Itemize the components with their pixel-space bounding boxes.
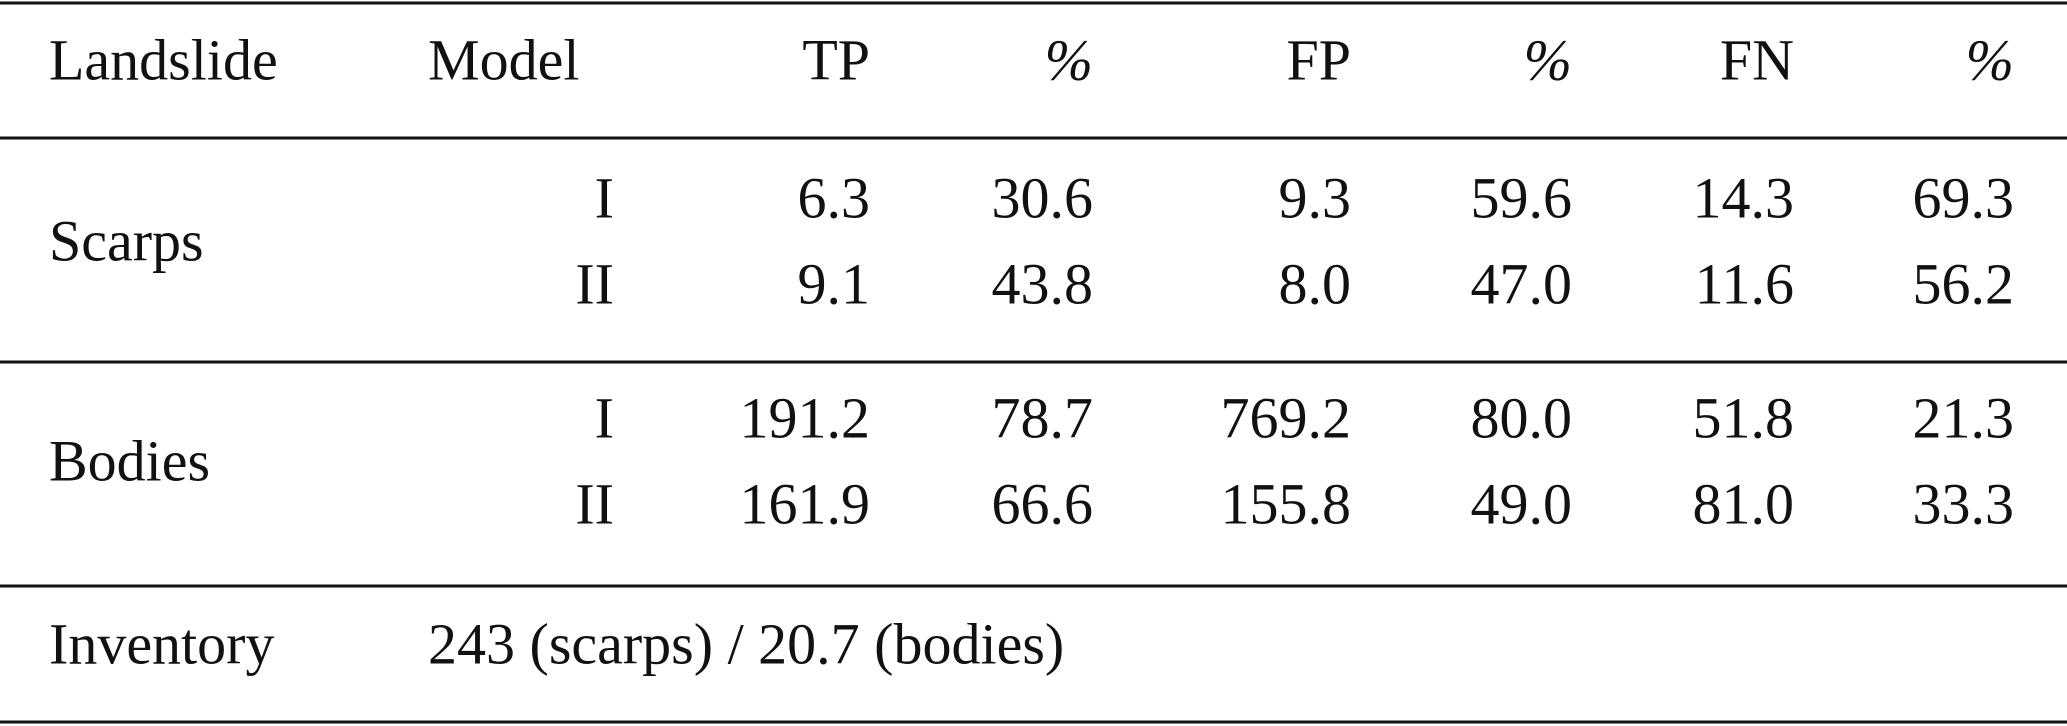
cell: 161.9	[740, 471, 871, 536]
cell: 33.3	[1913, 471, 2015, 536]
cell: II	[575, 251, 614, 316]
cell: 30.6	[992, 165, 1094, 230]
cell: 66.6	[992, 471, 1094, 536]
cell: 14.3	[1693, 165, 1795, 230]
cell: 49.0	[1471, 471, 1573, 536]
cell: 78.7	[992, 385, 1094, 450]
cell: 769.2	[1221, 385, 1352, 450]
cell: 56.2	[1913, 251, 2015, 316]
cell: 155.8	[1221, 471, 1352, 536]
cell: 8.0	[1279, 251, 1352, 316]
cell: 51.8	[1693, 385, 1795, 450]
cell: I	[595, 385, 614, 450]
footer-label: Inventory	[49, 611, 275, 676]
cell: 80.0	[1471, 385, 1573, 450]
cell: 11.6	[1695, 251, 1794, 316]
group-label: Scarps	[49, 208, 204, 273]
cell: 59.6	[1471, 165, 1573, 230]
header-cell: Model	[428, 27, 579, 92]
cell: 21.3	[1913, 385, 2015, 450]
group-label: Bodies	[49, 428, 210, 493]
header-cell: TP	[802, 27, 870, 92]
cell: II	[575, 471, 614, 536]
cell: I	[595, 165, 614, 230]
cell: 47.0	[1471, 251, 1573, 316]
cell: 6.3	[798, 165, 871, 230]
header-cell: %	[1966, 27, 2014, 92]
cell: 191.2	[740, 385, 871, 450]
cell: 9.1	[798, 251, 871, 316]
header-cell: %	[1045, 27, 1093, 92]
footer-text: 243 (scarps) / 20.7 (bodies)	[428, 611, 1064, 676]
cell: 81.0	[1693, 471, 1795, 536]
cell: 43.8	[992, 251, 1094, 316]
header-cell: FP	[1286, 27, 1351, 92]
cell: 9.3	[1279, 165, 1352, 230]
header-cell: FN	[1720, 27, 1794, 92]
cell: 69.3	[1913, 165, 2015, 230]
header-cell: Landslide	[49, 27, 278, 92]
header-cell: %	[1524, 27, 1572, 92]
